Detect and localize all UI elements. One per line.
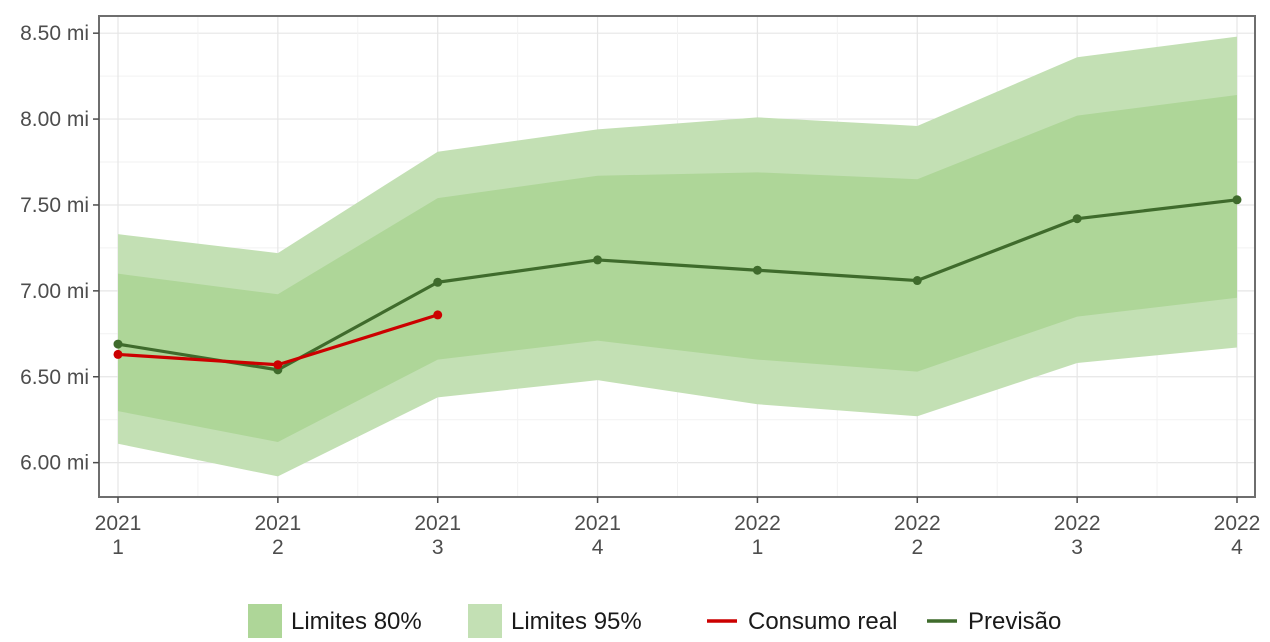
data-point-consumo-real — [433, 310, 443, 320]
data-point-previsao — [113, 339, 123, 349]
y-tick-label: 7.50 mi — [20, 194, 89, 217]
data-point-previsao — [593, 255, 603, 265]
x-tick-label-year: 2021 — [254, 512, 301, 535]
legend: Limites 80% Limites 95% Consumo real Previs… — [248, 604, 1061, 638]
y-tick-label: 6.00 mi — [20, 452, 89, 475]
x-tick-label-year: 2022 — [1054, 512, 1101, 535]
y-tick-label: 7.00 mi — [20, 280, 89, 303]
band-limites-80- — [118, 95, 1237, 443]
x-tick-label-quarter: 2 — [272, 536, 284, 559]
legend-label-limites-80-: Limites 80% — [291, 608, 422, 635]
data-point-consumo-real — [113, 349, 123, 359]
series-lines — [113, 195, 1242, 375]
x-tick-label-year: 2022 — [894, 512, 941, 535]
data-point-previsao — [752, 265, 762, 275]
x-tick-label-quarter: 1 — [752, 536, 764, 559]
x-tick-label-quarter: 3 — [432, 536, 444, 559]
y-tick-label: 8.00 mi — [20, 108, 89, 131]
x-tick-label-quarter: 2 — [911, 536, 923, 559]
x-tick-label-quarter: 4 — [1231, 536, 1243, 559]
data-point-previsao — [912, 276, 922, 286]
x-tick-label-year: 2021 — [414, 512, 461, 535]
x-tick-label-year: 2022 — [734, 512, 781, 535]
legend-key-limites-80- — [248, 604, 282, 638]
legend-label-previsao: Previsão — [968, 608, 1061, 635]
x-tick-label-quarter: 4 — [592, 536, 604, 559]
panel-border — [98, 15, 1256, 498]
legend-label-limites-95-: Limites 95% — [511, 608, 642, 635]
x-tick-label-quarter: 1 — [112, 536, 124, 559]
plot-border — [98, 15, 1256, 498]
data-point-previsao — [1232, 195, 1242, 205]
x-tick-label-year: 2021 — [574, 512, 621, 535]
legend-label-consumo-real: Consumo real — [748, 608, 897, 635]
data-point-previsao — [1072, 214, 1082, 224]
y-tick-label: 6.50 mi — [20, 366, 89, 389]
legend-key-limites-95- — [468, 604, 502, 638]
y-tick-label: 8.50 mi — [20, 22, 89, 45]
confidence-bands — [118, 36, 1237, 477]
x-tick-label-year: 2022 — [1214, 512, 1261, 535]
y-axis: 6.00 mi 6.50 mi 7.00 mi 7.50 mi 8.00 mi 8.50 … — [20, 22, 99, 475]
x-tick-label-quarter: 3 — [1071, 536, 1083, 559]
x-tick-label-year: 2021 — [95, 512, 142, 535]
data-point-consumo-real — [273, 360, 283, 370]
data-point-previsao — [433, 277, 443, 287]
